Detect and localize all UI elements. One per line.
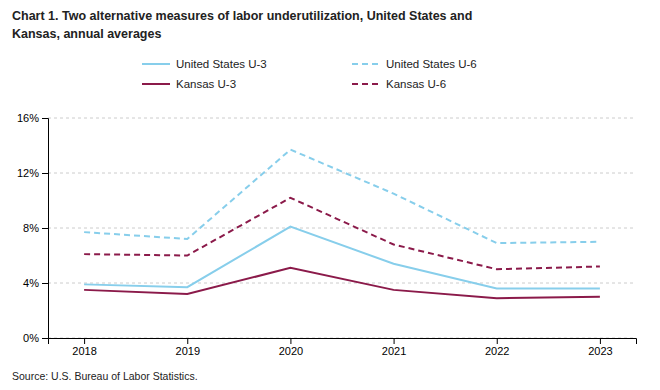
x-tick-label: 2018 <box>72 345 96 357</box>
x-tick: 2019 <box>176 338 200 357</box>
series-line <box>84 150 600 244</box>
x-tick: 2022 <box>485 338 509 357</box>
x-tick-label: 2023 <box>588 345 612 357</box>
y-axis-line <box>42 119 49 339</box>
series-line <box>84 198 600 270</box>
legend-label: Kansas U-6 <box>386 78 446 90</box>
source-note: Source: U.S. Bureau of Labor Statistics. <box>12 370 198 382</box>
x-tick-mark <box>187 338 188 344</box>
chart: Chart 1. Two alternative measures of lab… <box>0 0 660 390</box>
x-tick-label: 2020 <box>279 345 303 357</box>
y-axis: 0% 4% 8% 12% 16% <box>17 112 49 344</box>
y-tick: 16% <box>17 112 48 124</box>
y-tick-mark <box>42 173 48 174</box>
legend-label: United States U-3 <box>176 58 267 70</box>
x-tick-mark <box>394 338 395 344</box>
y-tick-label: 8% <box>23 222 39 234</box>
x-tick-mark <box>600 338 601 344</box>
grid-line <box>48 118 636 119</box>
grid-line <box>48 173 636 174</box>
y-tick: 4% <box>23 277 48 289</box>
title: Kansas, annual averages <box>12 27 161 41</box>
y-tick-mark <box>42 283 48 284</box>
plot: 2018 2019 2020 2021 2022 2023 0% 4% 8% 12% 16% <box>17 112 637 357</box>
x-tick-label: 2022 <box>485 345 509 357</box>
legend-label: United States U-6 <box>386 58 477 70</box>
legend-swatch <box>142 63 170 65</box>
legend-item: Kansas U-3 <box>142 78 236 90</box>
y-tick: 8% <box>23 222 48 234</box>
grid <box>48 118 636 338</box>
x-tick-label: 2019 <box>176 345 200 357</box>
y-tick-mark <box>42 228 48 229</box>
legend: United States U-3 United States U-6 Kansas… <box>142 58 477 90</box>
y-tick-label: 16% <box>17 112 39 124</box>
legend-label: Kansas U-3 <box>176 78 236 90</box>
x-tick: 2023 <box>588 338 612 357</box>
y-tick-mark <box>42 118 48 119</box>
series-line <box>84 268 600 298</box>
y-tick: 12% <box>17 167 48 179</box>
grid-line <box>48 228 636 229</box>
y-tick-mark <box>42 338 48 339</box>
grid-line <box>48 283 636 284</box>
x-tick: 2018 <box>72 338 96 357</box>
x-tick: 2020 <box>279 338 303 357</box>
x-axis-line <box>49 339 637 345</box>
legend-item: United States U-6 <box>352 58 477 70</box>
x-axis: 2018 2019 2020 2021 2022 2023 <box>49 338 637 357</box>
x-tick-mark <box>497 338 498 344</box>
title: Chart 1. Two alternative measures of lab… <box>12 9 472 23</box>
y-tick-label: 4% <box>23 277 39 289</box>
y-tick: 0% <box>23 332 48 344</box>
x-tick-label: 2021 <box>382 345 406 357</box>
y-tick-label: 0% <box>23 332 39 344</box>
legend-swatch <box>352 83 380 85</box>
legend-swatch <box>142 83 170 85</box>
x-tick-mark <box>290 338 291 344</box>
legend-item: Kansas U-6 <box>352 78 446 90</box>
x-tick-mark <box>84 338 85 344</box>
lines <box>84 150 600 299</box>
legend-item: United States U-3 <box>142 58 267 70</box>
y-tick-label: 12% <box>17 167 39 179</box>
x-tick: 2021 <box>382 338 406 357</box>
legend-swatch <box>352 63 380 65</box>
